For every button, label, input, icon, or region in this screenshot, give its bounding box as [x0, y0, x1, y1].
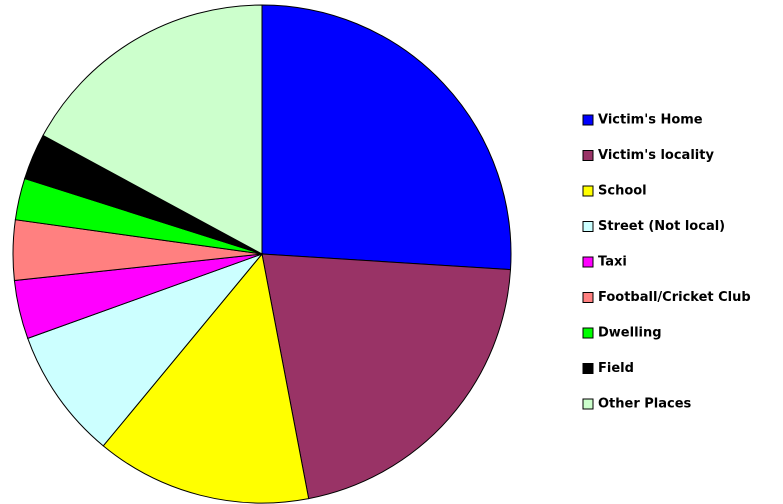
pie-slice: [261, 253, 512, 500]
legend-label: Dwelling: [598, 326, 662, 341]
legend-swatch: [582, 363, 594, 374]
legend-swatch: [582, 256, 594, 268]
legend-swatch: [582, 292, 594, 303]
legend-swatch: [582, 185, 594, 197]
legend-swatch: [582, 327, 594, 339]
legend-swatch: [582, 150, 594, 161]
legend-swatch: [582, 114, 594, 126]
legend-label: School: [598, 184, 647, 199]
legend-swatch: [582, 221, 594, 232]
pie-slice: [261, 4, 512, 271]
legend-label: Street (Not local): [598, 219, 725, 234]
pie-slice: [42, 4, 263, 255]
legend-label: Other Places: [598, 397, 692, 412]
legend-label: Victim's locality: [598, 148, 714, 163]
pie-slice: [27, 252, 264, 447]
legend-swatch: [582, 398, 594, 410]
legend-label: Football/Cricket Club: [598, 290, 751, 305]
legend-label: Taxi: [598, 255, 627, 270]
legend-label: Victim's Home: [598, 113, 703, 128]
pie-slice: [102, 252, 310, 504]
legend-label: Field: [598, 361, 634, 376]
